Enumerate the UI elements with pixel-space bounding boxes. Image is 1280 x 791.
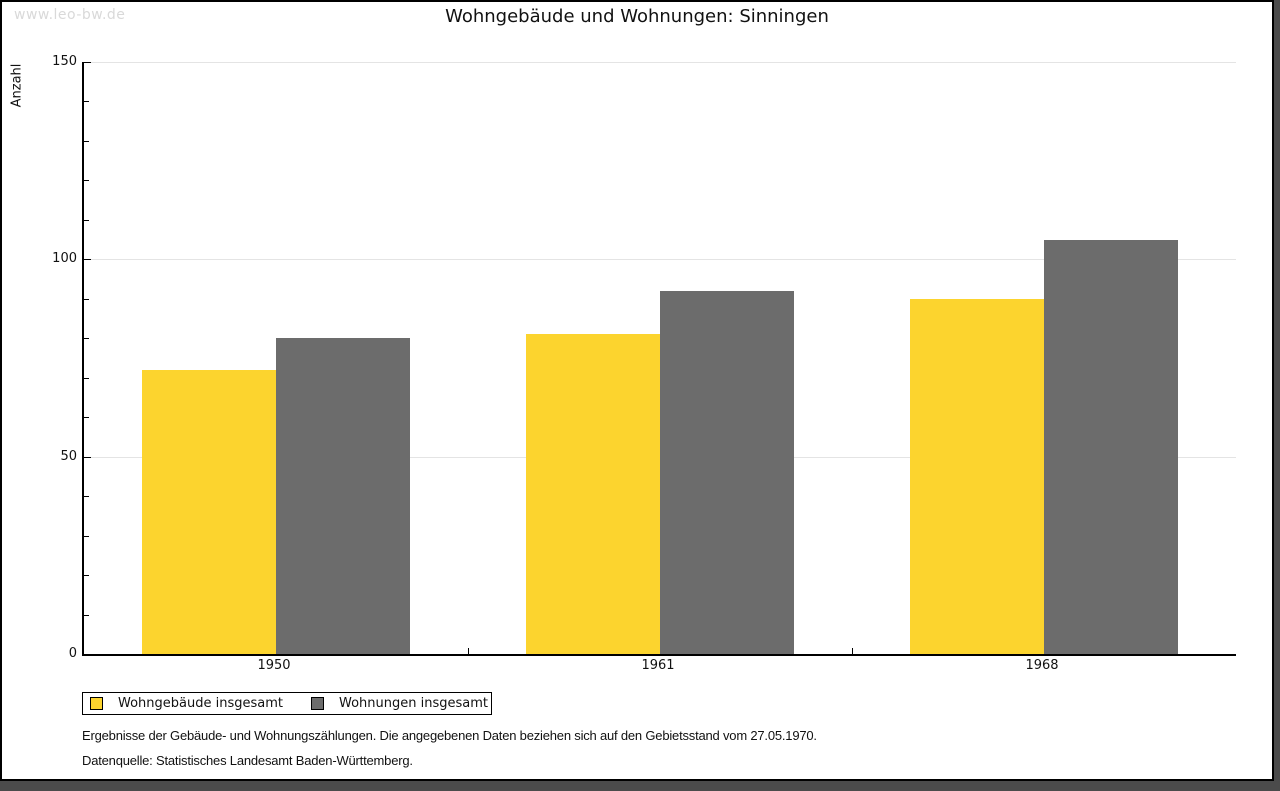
y-axis-tick-30 <box>84 535 89 537</box>
x-tick-label-1950: 1950 <box>257 658 291 673</box>
y-axis-tick-140 <box>84 101 89 103</box>
watermark-leo-bw: www.leo-bw.de <box>14 7 126 23</box>
y-axis-tick-90 <box>84 298 89 300</box>
bar-wohnungen-1968 <box>1044 239 1178 654</box>
x-axis-boundary-tick-1 <box>468 648 469 654</box>
y-axis-tick-70 <box>84 377 89 379</box>
y-axis-tick-40 <box>84 496 89 498</box>
x-axis-boundary-tick-2 <box>852 648 853 654</box>
bar-wohnungen-1961 <box>660 290 794 654</box>
y-axis-tick-80 <box>84 338 89 340</box>
y-axis-tick-50 <box>84 456 91 458</box>
gridline-100 <box>84 259 1236 261</box>
bar-wohngebaeude-1968 <box>910 298 1044 654</box>
legend-swatch-wohnungen <box>311 697 324 710</box>
legend-label-wohngebaeude: Wohngebäude insgesamt <box>118 696 283 711</box>
legend-label-wohnungen: Wohnungen insgesamt <box>339 696 488 711</box>
y-tick-label-50: 50 <box>60 448 77 464</box>
y-axis-tick-60 <box>84 417 89 419</box>
legend-item-wohngebaeude: Wohngebäude insgesamt <box>90 696 283 711</box>
footnote-line-2: Datenquelle: Statistisches Landesamt Bad… <box>82 753 413 768</box>
y-axis-tick-10 <box>84 614 89 616</box>
legend-item-wohnungen: Wohnungen insgesamt <box>311 696 488 711</box>
y-axis-tick-20 <box>84 575 89 577</box>
chart-title: Wohngebäude und Wohnungen: Sinningen <box>445 6 829 27</box>
bar-wohnungen-1950 <box>276 338 410 654</box>
bar-wohngebaeude-1950 <box>142 369 276 654</box>
legend: Wohngebäude insgesamt Wohnungen insgesamt <box>82 692 492 715</box>
y-axis-tick-150 <box>84 62 91 63</box>
y-axis-tick-120 <box>84 180 89 182</box>
footnote-line-1: Ergebnisse der Gebäude- und Wohnungszähl… <box>82 728 817 743</box>
y-axis-tick-100 <box>84 259 91 261</box>
x-tick-label-1961: 1961 <box>641 658 675 673</box>
y-axis-tick-130 <box>84 140 89 142</box>
y-axis-tick-110 <box>84 219 89 221</box>
x-tick-label-1968: 1968 <box>1025 658 1059 673</box>
y-tick-label-0: 0 <box>68 646 77 661</box>
y-tick-label-100: 100 <box>52 251 77 267</box>
legend-swatch-wohngebaeude <box>90 697 103 710</box>
gridline-150 <box>84 62 1236 63</box>
plot-area <box>82 62 1236 656</box>
bar-wohngebaeude-1961 <box>526 334 660 654</box>
y-tick-label-150: 150 <box>52 54 77 69</box>
